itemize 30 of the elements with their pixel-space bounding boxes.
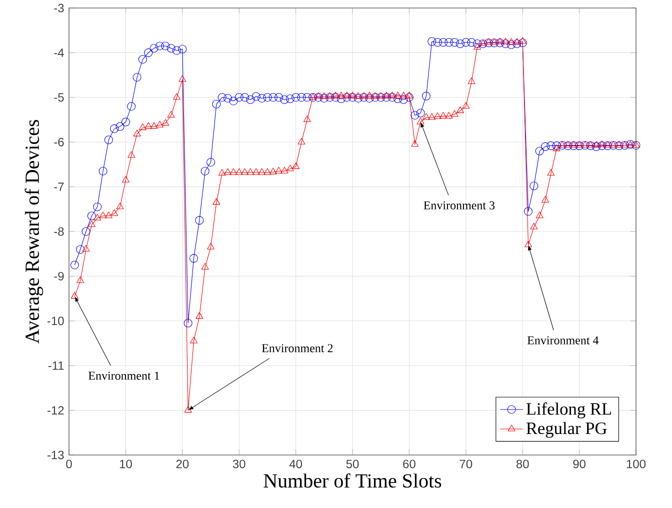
y-tick-label: -6 bbox=[54, 138, 64, 146]
x-tick-label: 100 bbox=[626, 460, 646, 468]
y-tick-label: -13 bbox=[47, 450, 64, 460]
x-tick-label: 90 bbox=[573, 460, 586, 468]
x-tick-label: 30 bbox=[232, 460, 246, 468]
x-axis-title: Number of Time Slots bbox=[264, 473, 442, 488]
legend-label: Lifelong RL bbox=[526, 402, 612, 418]
x-tick-label: 80 bbox=[516, 460, 529, 468]
y-tick-label: -4 bbox=[54, 48, 64, 57]
y-tick-label: -10 bbox=[47, 316, 64, 326]
x-tick-label: 70 bbox=[460, 460, 472, 468]
annotation: Environment 2 bbox=[262, 344, 333, 352]
y-tick-label: -12 bbox=[47, 406, 64, 414]
x-tick-label: 10 bbox=[120, 460, 132, 468]
y-tick-label: -5 bbox=[54, 93, 64, 102]
x-tick-label: 60 bbox=[403, 460, 416, 468]
y-tick-label: -3 bbox=[54, 4, 64, 12]
x-tick-label: 40 bbox=[289, 460, 302, 468]
y-tick-label: -8 bbox=[54, 227, 64, 236]
y-tick-label: -7 bbox=[54, 182, 64, 191]
annotation: Environment 1 bbox=[88, 372, 160, 380]
x-tick-label: 50 bbox=[346, 460, 359, 468]
annotation: Environment 4 bbox=[527, 336, 599, 344]
y-tick-label: -11 bbox=[48, 361, 64, 370]
x-tick-label: 20 bbox=[176, 460, 189, 468]
y-tick-label: -9 bbox=[54, 272, 64, 280]
x-tick-label: 0 bbox=[66, 460, 72, 468]
legend-label: Regular PG bbox=[526, 422, 607, 438]
y-axis-title: Average Reward of Devices bbox=[24, 120, 44, 344]
annotation: Environment 3 bbox=[424, 201, 495, 210]
